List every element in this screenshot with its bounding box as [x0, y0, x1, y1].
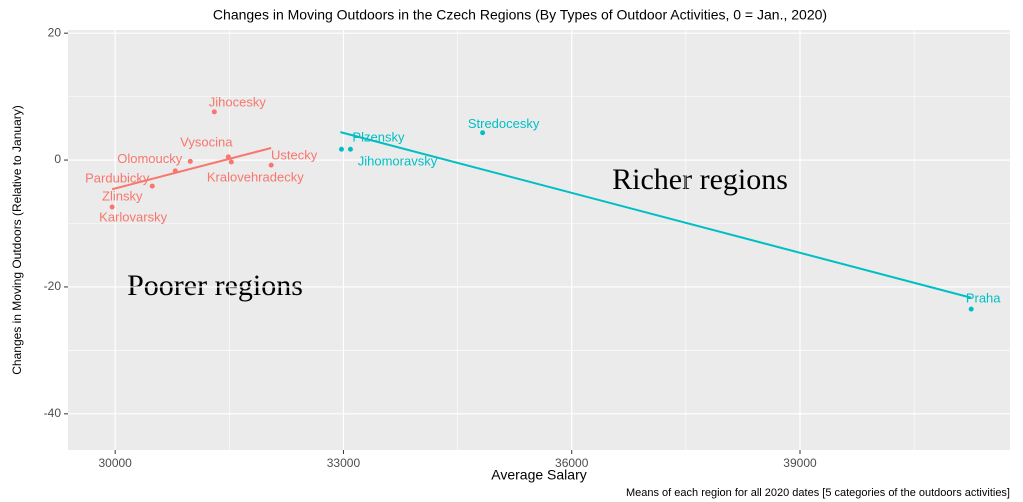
x-tick-label: 39000: [783, 456, 817, 470]
point-label: Plzensky: [352, 130, 405, 145]
point: [228, 159, 234, 165]
y-tick-label: -40: [44, 406, 62, 420]
point: [211, 109, 217, 115]
fit-line: [340, 131, 972, 299]
y-axis-label: Changes in Moving Outdoors (Relative to …: [10, 105, 24, 374]
point-label: Olomoucky: [117, 151, 183, 166]
annotation: Poorer regions: [127, 269, 303, 302]
caption: Means of each region for all 2020 dates …: [626, 487, 1010, 499]
point-label: Ustecky: [271, 148, 318, 163]
point: [149, 183, 155, 189]
x-tick-label: 36000: [555, 456, 589, 470]
y-tick-label: 0: [54, 152, 61, 166]
panel: [68, 30, 1010, 450]
point: [480, 130, 486, 136]
point: [109, 204, 115, 210]
x-axis-label: Average Salary: [491, 467, 586, 483]
point-label: Stredocesky: [468, 116, 540, 131]
y-tick-label: -20: [44, 279, 62, 293]
point-label: Karlovarsky: [99, 209, 167, 224]
point-label: Jihocesky: [209, 94, 267, 109]
point: [968, 306, 974, 312]
y-tick-label: 20: [48, 25, 62, 39]
point: [172, 168, 178, 174]
point-label: Pardubicky: [85, 170, 150, 185]
point: [187, 158, 193, 164]
point-label: Zlinsky: [102, 189, 143, 204]
point-label: Jihomoravsky: [358, 154, 438, 169]
point-label: Kralovehradecky: [207, 169, 304, 184]
point: [338, 146, 344, 152]
point: [225, 154, 231, 160]
point-label: Vysocina: [180, 134, 233, 149]
x-tick-label: 30000: [98, 456, 132, 470]
annotation: Richer regions: [612, 163, 788, 196]
fit-line: [111, 147, 272, 191]
chart-title: Changes in Moving Outdoors in the Czech …: [213, 7, 827, 23]
point-label: Praha: [966, 291, 1001, 306]
x-tick-label: 33000: [327, 456, 361, 470]
point: [347, 146, 353, 152]
point: [268, 162, 274, 168]
